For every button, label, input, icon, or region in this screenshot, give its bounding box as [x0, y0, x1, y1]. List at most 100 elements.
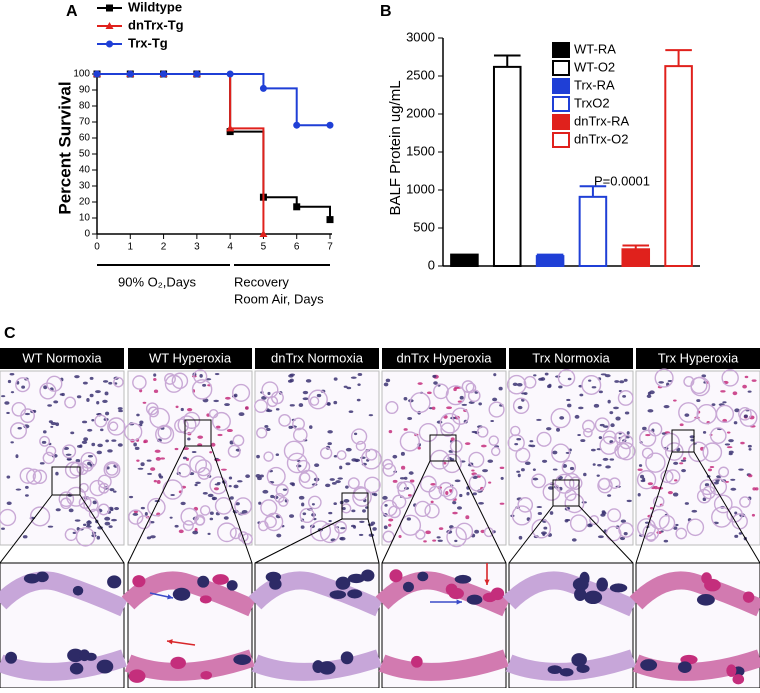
alveolus [646, 531, 657, 542]
alveolus [536, 431, 552, 447]
survival-line [97, 73, 331, 220]
nucleus [649, 507, 654, 510]
nucleus [449, 489, 453, 492]
nucleus [15, 454, 19, 459]
alveolus [409, 392, 431, 414]
nucleus [207, 493, 214, 498]
alveolus [234, 497, 253, 516]
alveolus [75, 527, 96, 547]
nucleus [81, 440, 88, 444]
alveolus [715, 404, 735, 424]
nucleus [574, 414, 580, 419]
nucleus [607, 399, 611, 404]
nucleus [599, 423, 605, 427]
nucleus [614, 380, 620, 383]
nucleus [711, 403, 716, 406]
nucleus [490, 419, 494, 422]
nucleus [333, 377, 338, 381]
alveolus [429, 449, 450, 470]
nucleus [576, 664, 590, 673]
nucleus [640, 474, 645, 479]
nucleus [567, 377, 572, 381]
nucleus [673, 526, 678, 530]
alveolus [443, 485, 458, 501]
nucleus [108, 381, 113, 385]
nucleus [591, 386, 597, 389]
zoom-line [693, 451, 760, 564]
nucleus [328, 519, 332, 523]
nucleus [75, 459, 81, 463]
nucleus [96, 450, 102, 455]
nucleus [147, 472, 153, 475]
nucleus [747, 390, 752, 393]
nucleus [325, 483, 331, 488]
alveolus [299, 472, 311, 484]
nucleus [154, 449, 161, 453]
nucleus [276, 533, 282, 538]
nucleus [572, 577, 589, 591]
bar [535, 255, 565, 267]
nucleus [356, 398, 361, 402]
nucleus [105, 439, 109, 443]
zoom-line [79, 494, 125, 564]
nucleus [23, 573, 40, 584]
nucleus [225, 396, 231, 400]
nucleus [600, 513, 606, 517]
nucleus [492, 397, 498, 402]
nucleus [536, 506, 543, 509]
nucleus [195, 481, 201, 485]
nucleus [245, 474, 251, 478]
nucleus [452, 511, 458, 515]
nucleus [202, 491, 208, 495]
alveolus [58, 491, 75, 507]
nucleus [690, 439, 695, 442]
nucleus [392, 454, 398, 459]
nucleus [1, 527, 5, 530]
alveolus [557, 369, 576, 387]
nucleus [555, 375, 561, 378]
nucleus [97, 443, 103, 448]
nucleus [592, 463, 596, 466]
nucleus [430, 500, 434, 504]
nucleus [298, 403, 304, 408]
nucleus [174, 447, 179, 451]
nucleus [733, 421, 738, 425]
nucleus [241, 509, 248, 514]
zoom-box [51, 466, 81, 496]
nucleus [730, 478, 736, 481]
nucleus [431, 406, 436, 410]
alveolus [199, 505, 211, 516]
nucleus [74, 375, 80, 379]
alveolus [653, 495, 665, 508]
nucleus [47, 525, 54, 528]
nucleus [696, 399, 701, 402]
zoom-line [0, 494, 53, 564]
nucleus [679, 462, 684, 465]
nucleus [597, 463, 602, 467]
nucleus [128, 669, 146, 683]
nucleus [407, 494, 412, 497]
alveolus [380, 499, 398, 517]
nucleus [432, 539, 437, 542]
nucleus [92, 500, 97, 505]
alveolus [399, 514, 422, 536]
nucleus [359, 520, 365, 523]
nucleus [172, 587, 191, 601]
alveolus [382, 463, 397, 477]
nucleus [704, 578, 721, 592]
nucleus [544, 372, 549, 376]
nucleus [256, 454, 260, 459]
nucleus [604, 374, 611, 378]
nucleus [153, 479, 157, 483]
nucleus [597, 535, 604, 539]
nucleus [314, 463, 320, 467]
nucleus [493, 373, 497, 377]
nucleus [498, 386, 503, 391]
alveolus [618, 522, 634, 538]
nucleus [459, 395, 464, 400]
nucleus [623, 531, 628, 536]
nucleus [472, 475, 478, 479]
nucleus [751, 379, 757, 382]
nucleus [89, 393, 94, 398]
nucleus [517, 473, 521, 478]
